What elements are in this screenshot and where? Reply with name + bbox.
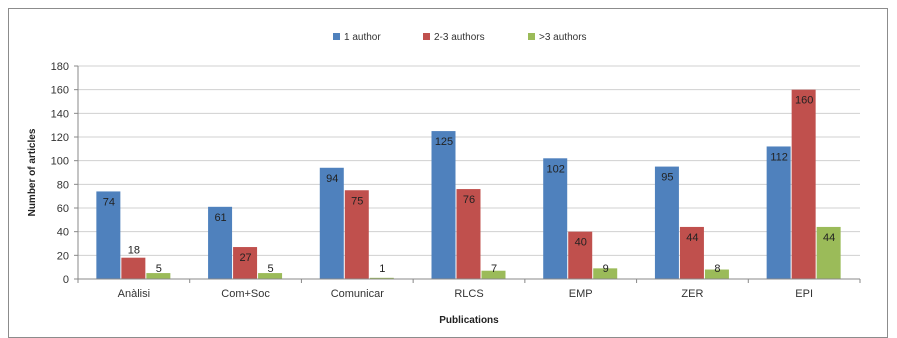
legend-swatch: [333, 33, 340, 40]
x-tick-label: EMP: [569, 288, 593, 300]
data-label: 112: [770, 151, 788, 163]
data-label: 9: [603, 263, 609, 275]
y-tick-label: 120: [51, 132, 69, 144]
y-tick-label: 60: [57, 203, 69, 215]
x-tick-label: RLCS: [454, 288, 483, 300]
y-tick-label: 80: [57, 179, 69, 191]
data-label: 27: [239, 252, 251, 264]
y-tick-label: 140: [51, 108, 69, 120]
bar: [543, 158, 568, 279]
bar: [568, 231, 593, 279]
data-label: 44: [686, 232, 698, 244]
bar: [766, 146, 791, 279]
x-tick-label: Anàlisi: [118, 288, 150, 300]
bars: [96, 89, 841, 280]
bar: [704, 269, 729, 279]
bar: [369, 277, 394, 279]
bar: [146, 273, 171, 279]
legend-label: 2-3 authors: [434, 32, 485, 43]
y-tick-label: 160: [51, 85, 69, 97]
x-tick-label: EPI: [795, 288, 813, 300]
x-axis-title: Publications: [439, 315, 499, 326]
bar: [431, 131, 456, 279]
x-tick-label: Com+Soc: [221, 288, 270, 300]
data-label: 76: [463, 194, 475, 206]
y-tick-label: 180: [51, 61, 69, 73]
legend-swatch: [423, 33, 430, 40]
x-tick-label: ZER: [681, 288, 703, 300]
data-label: 102: [547, 163, 565, 175]
bar: [456, 189, 481, 279]
legend-label: 1 author: [344, 32, 381, 43]
data-label: 7: [491, 263, 497, 275]
data-label: 74: [103, 196, 115, 208]
data-label: 94: [326, 173, 338, 185]
legend: 1 author 2-3 authors >3 authors: [333, 32, 587, 43]
bar: [344, 190, 369, 279]
data-label: 18: [128, 245, 140, 257]
data-label: 5: [156, 263, 162, 275]
bar: [593, 268, 618, 279]
data-label: 40: [575, 237, 587, 249]
data-label: 125: [435, 136, 453, 148]
data-label: 8: [714, 263, 720, 275]
y-tick-label: 20: [57, 250, 69, 262]
x-axis-categories: Anàlisi Com+Soc Comunicar RLCS EMP ZER EPI: [77, 279, 861, 300]
bar: [816, 226, 841, 279]
bar: [319, 167, 344, 279]
data-label: 1: [379, 263, 385, 275]
y-axis-title: Number of articles: [27, 128, 38, 216]
bar: [121, 257, 146, 279]
y-tick-label: 100: [51, 156, 69, 168]
bar: [258, 273, 283, 279]
bar: [233, 247, 258, 279]
x-tick-label: Comunicar: [331, 288, 385, 300]
data-label: 5: [268, 263, 274, 275]
legend-swatch: [528, 33, 535, 40]
bar: [208, 206, 233, 279]
bar: [654, 166, 679, 279]
bar: [481, 270, 506, 279]
y-tick-label: 40: [57, 227, 69, 239]
data-label: 95: [661, 172, 673, 184]
data-label: 44: [823, 232, 835, 244]
bar: [96, 191, 121, 279]
data-label: 160: [795, 95, 813, 107]
y-tick-label: 0: [63, 274, 69, 286]
data-labels: 74 18 5 61 27 5 94 75 1 125 76 7 102 40 9 95 44 8 112 160 44: [103, 95, 836, 275]
y-axis-ticks: 0 20 40 60 80 100 120 140 160 180: [51, 61, 78, 286]
data-label: 75: [351, 195, 363, 207]
legend-label: >3 authors: [539, 32, 587, 43]
bar: [679, 226, 704, 279]
data-label: 61: [214, 212, 226, 224]
bar: [791, 89, 816, 280]
